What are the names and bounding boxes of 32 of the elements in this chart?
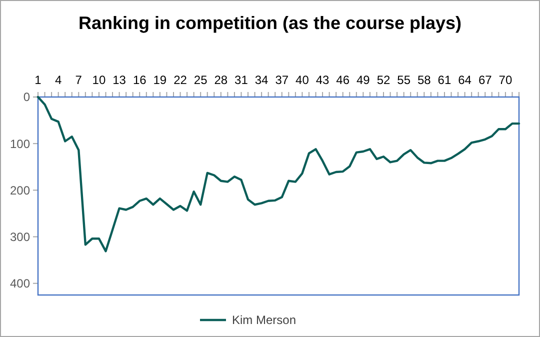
x-tick-label: 13 <box>112 73 126 87</box>
x-tick-label: 67 <box>478 73 492 87</box>
y-tick-label: 200 <box>10 183 30 198</box>
x-tick-label: 43 <box>316 73 330 87</box>
y-tick-label: 300 <box>10 230 30 244</box>
x-tick-label: 4 <box>54 73 62 87</box>
x-tick-label: 46 <box>336 73 350 87</box>
x-tick-label: 40 <box>296 73 310 87</box>
chart-title: Ranking in competition (as the course plays) <box>78 13 462 33</box>
x-tick-label: 22 <box>174 73 188 87</box>
x-tick-label: 19 <box>153 73 167 87</box>
x-tick-label: 64 <box>458 73 472 87</box>
x-tick-label: 10 <box>92 73 106 87</box>
x-tick-label: 34 <box>254 73 269 87</box>
x-tick-label: 52 <box>376 73 390 87</box>
y-tick-label: 100 <box>10 136 30 151</box>
x-tick-label: 7 <box>75 73 82 87</box>
x-tick-label: 16 <box>132 73 147 87</box>
x-tick-label: 37 <box>275 73 289 87</box>
x-tick-label: 61 <box>438 73 452 87</box>
x-tick-label: 25 <box>194 73 208 87</box>
y-tick-label: 0 <box>23 90 30 104</box>
x-tick-label: 55 <box>397 73 411 87</box>
line-series <box>36 96 520 252</box>
legend-label: Kim Merson <box>232 313 296 328</box>
x-tick-label: 49 <box>356 73 370 87</box>
x-tick-label: 28 <box>214 73 228 87</box>
y-tick-label: 400 <box>10 276 30 291</box>
x-tick-label: 31 <box>234 73 248 87</box>
x-tick-label: 1 <box>34 73 42 87</box>
x-tick-label: 70 <box>498 73 512 87</box>
x-tick-label: 58 <box>417 73 432 87</box>
